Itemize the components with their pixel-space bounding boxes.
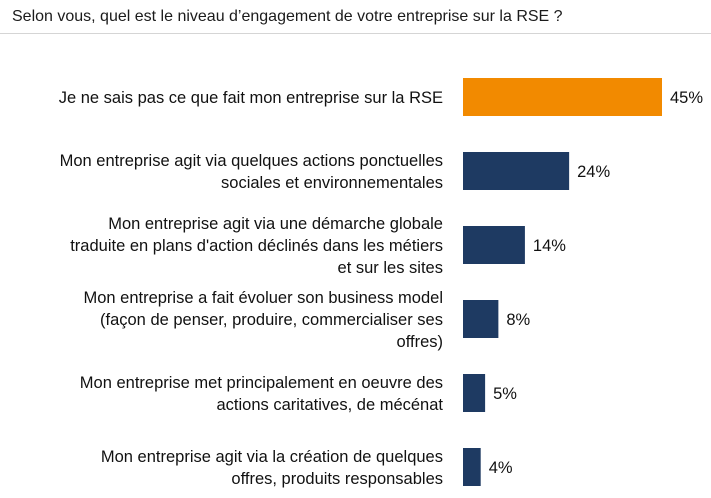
category-label-line: et sur les sites [338,259,443,277]
category-label-5: Mon entreprise met principalement en oeu… [80,374,444,414]
bar-3 [463,226,525,264]
category-label-line: traduite en plans d'action déclinés dans… [70,237,443,255]
value-label-2: 24% [577,163,610,181]
category-label-4: Mon entreprise a fait évoluer son busine… [83,289,443,351]
category-label-line: sociales et environnementales [221,174,443,192]
bar-5 [463,374,486,412]
value-label-4: 8% [506,311,530,329]
bar-4 [463,300,499,338]
category-label-line: Je ne sais pas ce que fait mon entrepris… [59,89,443,107]
bar-1 [463,78,662,116]
category-label-line: actions caritatives, de mécénat [216,396,443,414]
category-label-line: Mon entreprise agit via la création de q… [101,448,443,466]
value-label-3: 14% [533,237,566,255]
value-label-6: 4% [489,459,513,477]
category-label-line: offres, produits responsables [231,470,443,488]
category-label-1: Je ne sais pas ce que fait mon entrepris… [59,89,443,107]
category-label-3: Mon entreprise agit via une démarche glo… [70,215,443,277]
chart-title: Selon vous, quel est le niveau d’engagem… [12,8,563,25]
category-label-line: offres) [397,333,443,351]
value-label-1: 45% [670,89,703,107]
category-label-line: Mon entreprise a fait évoluer son busine… [83,289,443,307]
category-label-line: Mon entreprise agit via une démarche glo… [108,215,443,233]
bar-6 [463,448,481,486]
value-label-5: 5% [493,385,517,403]
category-label-line: (façon de penser, produire, commercialis… [100,311,443,329]
category-label-2: Mon entreprise agit via quelques actions… [60,152,443,192]
bar-2 [463,152,570,190]
title-divider [0,33,711,34]
category-label-6: Mon entreprise agit via la création de q… [101,448,443,488]
category-label-line: Mon entreprise met principalement en oeu… [80,374,443,392]
category-label-line: Mon entreprise agit via quelques actions… [60,152,443,170]
